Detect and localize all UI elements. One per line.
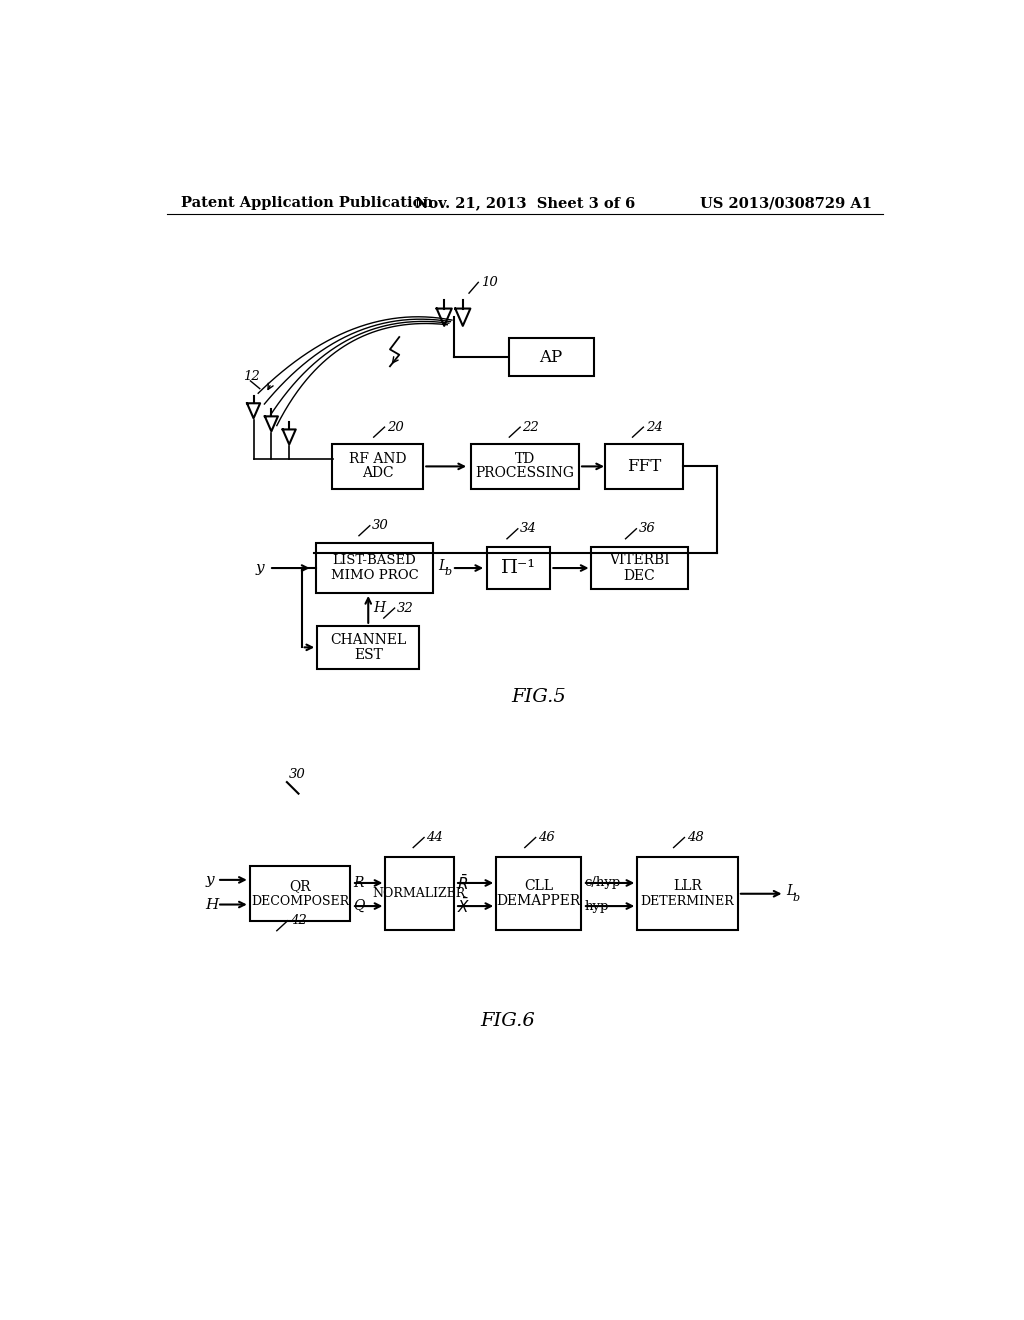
- Text: EST: EST: [354, 648, 383, 663]
- Text: VITERBI: VITERBI: [609, 553, 670, 568]
- Text: ADC: ADC: [361, 466, 393, 480]
- Bar: [637, 857, 738, 931]
- Text: TD: TD: [515, 453, 535, 466]
- Text: RF AND: RF AND: [349, 453, 407, 466]
- Text: 22: 22: [522, 421, 540, 434]
- Text: Nov. 21, 2013  Sheet 3 of 6: Nov. 21, 2013 Sheet 3 of 6: [415, 197, 635, 210]
- Text: y: y: [206, 873, 214, 887]
- Text: 34: 34: [520, 523, 537, 536]
- Text: MIMO PROC: MIMO PROC: [331, 569, 419, 582]
- Bar: [471, 444, 579, 488]
- Text: 24: 24: [646, 421, 663, 434]
- Text: Q: Q: [353, 899, 365, 913]
- Text: Patent Application Publication: Patent Application Publication: [180, 197, 433, 210]
- Text: H: H: [373, 601, 385, 615]
- Text: R: R: [353, 876, 364, 890]
- Text: $\bar{R}$: $\bar{R}$: [457, 874, 468, 892]
- Text: LIST-BASED: LIST-BASED: [333, 554, 417, 566]
- Bar: [591, 548, 688, 589]
- Text: 44: 44: [426, 832, 443, 843]
- Text: 30: 30: [372, 519, 389, 532]
- Text: AP: AP: [540, 348, 563, 366]
- Text: $\bar{X}$: $\bar{X}$: [457, 896, 470, 916]
- Text: FFT: FFT: [627, 458, 662, 475]
- Text: b: b: [444, 566, 452, 577]
- Bar: [385, 857, 454, 931]
- Bar: [486, 548, 550, 589]
- Text: 12: 12: [243, 370, 259, 383]
- Text: LLR: LLR: [673, 879, 702, 894]
- Bar: [332, 444, 423, 488]
- Text: CHANNEL: CHANNEL: [330, 632, 407, 647]
- Text: DEMAPPER: DEMAPPER: [497, 895, 581, 908]
- Text: 20: 20: [387, 421, 403, 434]
- Text: L: L: [786, 883, 796, 898]
- Text: 46: 46: [538, 832, 555, 843]
- Bar: [317, 626, 420, 669]
- Text: 42: 42: [290, 915, 307, 927]
- Text: L: L: [438, 558, 447, 573]
- Text: DEC: DEC: [624, 569, 655, 582]
- Text: b: b: [793, 892, 800, 903]
- Text: NORMALIZER: NORMALIZER: [373, 887, 466, 900]
- Text: y: y: [256, 561, 264, 576]
- Text: 32: 32: [397, 602, 414, 615]
- Bar: [509, 338, 594, 376]
- Text: hyp: hyp: [585, 899, 609, 912]
- Bar: [250, 866, 350, 921]
- Text: c/hyp: c/hyp: [585, 876, 621, 890]
- Bar: [496, 857, 582, 931]
- Text: US 2013/0308729 A1: US 2013/0308729 A1: [700, 197, 872, 210]
- Text: H: H: [206, 898, 219, 912]
- Text: DECOMPOSER: DECOMPOSER: [251, 895, 349, 908]
- Text: PROCESSING: PROCESSING: [475, 466, 574, 480]
- Text: 10: 10: [480, 276, 498, 289]
- Text: FIG.5: FIG.5: [511, 689, 566, 706]
- Text: 30: 30: [289, 768, 306, 781]
- Text: 36: 36: [639, 523, 655, 536]
- Text: Π⁻¹: Π⁻¹: [501, 560, 537, 577]
- Text: QR: QR: [289, 879, 311, 894]
- Text: DETERMINER: DETERMINER: [641, 895, 734, 908]
- Text: FIG.6: FIG.6: [480, 1012, 536, 1030]
- Text: CLL: CLL: [524, 879, 553, 894]
- Text: 48: 48: [687, 832, 703, 843]
- Bar: [605, 444, 683, 488]
- Bar: [316, 543, 432, 593]
